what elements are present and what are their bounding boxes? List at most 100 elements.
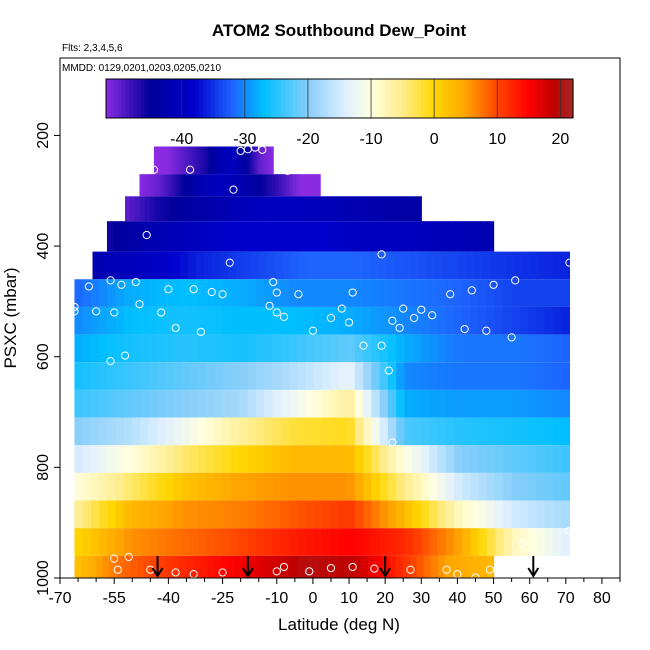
heatmap-cell	[370, 251, 380, 280]
colorbar-segment	[506, 79, 512, 118]
heatmap-cell	[411, 196, 417, 222]
heatmap-cell	[123, 306, 133, 335]
heatmap-cell	[478, 389, 488, 418]
heatmap-cell	[371, 445, 381, 473]
heatmap-cell	[486, 334, 496, 363]
heatmap-cell	[156, 306, 166, 335]
heatmap-cell	[264, 279, 274, 307]
heatmap-cell	[462, 389, 472, 418]
heatmap-cell	[264, 334, 274, 363]
heatmap-cell	[478, 528, 488, 556]
heatmap-cell	[481, 251, 491, 280]
colorbar-segment	[281, 79, 286, 118]
observation-point	[218, 290, 227, 299]
heatmap-cell	[132, 221, 140, 252]
heatmap-cell	[511, 334, 521, 363]
heatmap-cell	[205, 146, 209, 175]
heatmap-layer	[74, 279, 571, 307]
heatmap-cell	[495, 334, 505, 363]
heatmap-cell	[148, 472, 158, 501]
heatmap-cell	[384, 221, 392, 252]
heatmap-cell	[445, 389, 455, 418]
observation-point	[110, 554, 119, 563]
heatmap-cell	[327, 196, 334, 222]
heatmap-cell	[528, 389, 538, 418]
heatmap-cell	[358, 221, 366, 252]
heatmap-cell	[437, 472, 447, 501]
heatmap-cell	[142, 174, 147, 197]
heatmap-cell	[218, 196, 225, 222]
heatmap-cell	[228, 196, 235, 222]
heatmap-cell	[307, 251, 316, 280]
heatmap-cell	[235, 251, 245, 280]
heatmap-cell	[429, 528, 439, 556]
heatmap-cell	[132, 306, 142, 335]
heatmap-cell	[273, 196, 279, 222]
colorbar-segment	[331, 79, 337, 118]
heatmap-cell	[467, 221, 475, 252]
heatmap-cell	[132, 445, 142, 473]
heatmap-cell	[179, 555, 187, 578]
heatmap-cell	[123, 417, 133, 446]
heatmap-cell	[90, 279, 100, 307]
heatmap-cell	[209, 146, 213, 175]
heatmap-cell	[291, 251, 300, 280]
heatmap-cell	[237, 146, 240, 175]
heatmap-cell	[284, 174, 288, 197]
heatmap-cell	[181, 472, 191, 501]
observation-point	[189, 285, 198, 294]
arrow-head	[379, 567, 392, 578]
heatmap-cell	[371, 417, 381, 446]
observation-point	[384, 366, 393, 375]
heatmap-cell	[536, 334, 546, 363]
heatmap-cell	[219, 146, 223, 175]
heatmap-cell	[412, 417, 422, 446]
colorbar-segment	[253, 79, 259, 118]
heatmap-cell	[396, 334, 406, 363]
heatmap-cell	[445, 306, 455, 335]
x-tick-label: -70	[48, 590, 71, 607]
heatmap-cell	[259, 174, 264, 197]
heatmap-cell	[396, 472, 406, 501]
observation-point	[388, 316, 397, 325]
heatmap-cell	[220, 174, 225, 197]
heatmap-cell	[412, 528, 422, 556]
heatmap-cell	[346, 306, 356, 335]
heatmap-cell	[451, 555, 460, 578]
heatmap-cell	[206, 500, 216, 529]
heatmap-cell	[208, 196, 215, 222]
heatmap-cell	[173, 445, 183, 473]
observation-point	[377, 250, 386, 259]
heatmap-cell	[140, 417, 150, 446]
heatmap-cell	[140, 528, 150, 556]
x-tick-label: 60	[521, 590, 539, 607]
heatmap-cell	[107, 334, 117, 363]
observation-point	[348, 562, 357, 572]
heatmap-cell	[412, 334, 422, 363]
heatmap-cell	[290, 555, 299, 578]
heatmap-cell	[148, 279, 158, 307]
heatmap-cell	[173, 362, 183, 390]
heatmap-cell	[255, 306, 265, 335]
heatmap-cell	[404, 334, 414, 363]
heatmap-cell	[552, 362, 562, 390]
heatmap-cell	[296, 174, 300, 197]
heatmap-cell	[511, 279, 521, 307]
heatmap-cell	[130, 555, 138, 578]
colorbar-segment	[390, 79, 395, 118]
heatmap-cell	[346, 528, 356, 556]
heatmap-cell	[519, 472, 529, 501]
heatmap-cell	[426, 251, 435, 280]
heatmap-cell	[126, 221, 134, 252]
heatmap-cell	[462, 500, 472, 529]
colorbar-segment	[378, 79, 383, 118]
heatmap-cell	[206, 445, 216, 473]
observation-point	[135, 300, 144, 309]
heatmap-cell	[445, 334, 455, 363]
heatmap-cell	[495, 279, 505, 307]
heatmap-cell	[503, 417, 513, 446]
heatmap-cell	[338, 221, 346, 252]
heatmap-cell	[536, 279, 546, 307]
heatmap-cell	[379, 528, 389, 556]
